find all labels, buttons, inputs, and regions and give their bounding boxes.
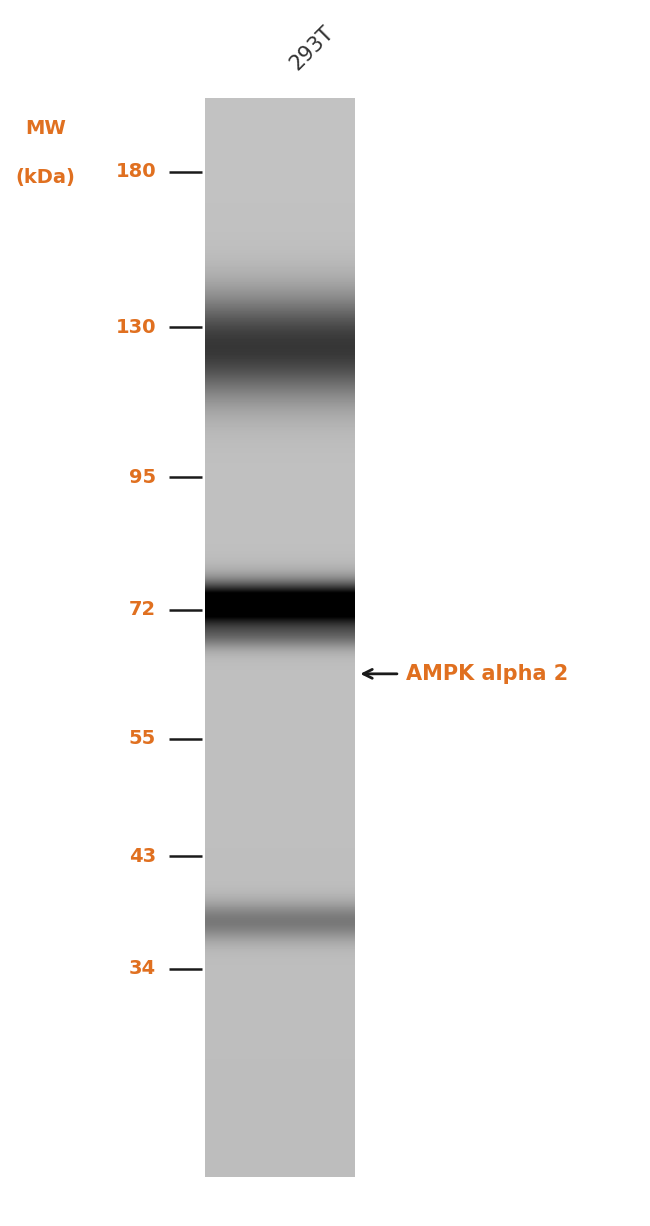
Text: 180: 180: [116, 162, 156, 181]
Text: AMPK alpha 2: AMPK alpha 2: [406, 663, 569, 684]
Text: 55: 55: [129, 729, 156, 748]
Text: 293T: 293T: [286, 22, 337, 74]
Text: MW: MW: [25, 119, 66, 139]
Text: 72: 72: [129, 601, 156, 619]
Text: 34: 34: [129, 959, 156, 978]
Text: 130: 130: [116, 318, 156, 337]
Text: 43: 43: [129, 847, 156, 866]
Text: (kDa): (kDa): [16, 168, 75, 188]
Text: 95: 95: [129, 468, 156, 487]
